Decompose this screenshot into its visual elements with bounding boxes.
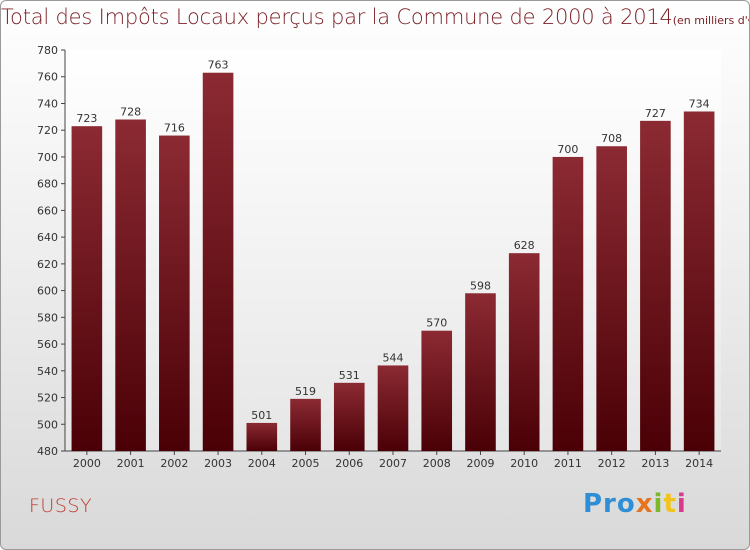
value-label-2009: 598 — [470, 279, 491, 292]
value-label-2003: 763 — [208, 59, 229, 72]
bar-2009 — [465, 293, 496, 451]
value-label-2000: 723 — [76, 112, 97, 125]
x-tick-label: 2006 — [335, 457, 363, 470]
value-label-2013: 727 — [645, 107, 666, 120]
bar-2001 — [115, 119, 146, 452]
bar-2011 — [552, 156, 584, 451]
x-tick-label: 2000 — [73, 457, 101, 470]
x-tick-label: 2005 — [292, 457, 320, 470]
bars-group: 723 728 716 763 501 519 531 544 570 598 628 700 708 7… — [71, 59, 715, 452]
y-tick-label: 580 — [37, 311, 58, 324]
value-label-2005: 519 — [295, 385, 316, 398]
value-label-2001: 728 — [120, 106, 141, 119]
value-label-2010: 628 — [514, 239, 535, 252]
y-tick-label: 760 — [37, 71, 58, 84]
y-tick-label: 780 — [37, 44, 58, 57]
title-main: Total des Impôts Locaux perçus par la Co… — [1, 5, 673, 29]
x-tick-label: 2014 — [685, 457, 713, 470]
logo-part-3: i — [653, 489, 664, 519]
bar-2014 — [683, 111, 715, 451]
bar-2003 — [202, 72, 234, 452]
x-tick-label: 2010 — [510, 457, 538, 470]
value-label-2002: 716 — [164, 122, 185, 135]
logo-part-4: t — [663, 489, 677, 519]
bar-2010 — [508, 253, 540, 451]
bar-2012 — [596, 146, 627, 452]
x-tick-label: 2013 — [641, 457, 669, 470]
y-tick-label: 700 — [37, 151, 58, 164]
value-label-2012: 708 — [601, 132, 622, 145]
bar-2006 — [333, 382, 365, 451]
bar-2000 — [71, 126, 103, 451]
chart-title: Total des Impôts Locaux perçus par la Co… — [1, 5, 749, 29]
y-axis-ticks: 480 500 520 540 560 580 600 620 640 660 680 700 720 7… — [37, 44, 65, 458]
value-label-2011: 700 — [557, 143, 578, 156]
value-label-2007: 544 — [383, 351, 404, 364]
y-tick-label: 500 — [37, 418, 58, 431]
y-tick-label: 600 — [37, 285, 58, 298]
y-tick-label: 660 — [37, 204, 58, 217]
logo-part-1: Pro — [583, 489, 636, 519]
x-axis-ticks: 2000 2001 2002 2003 2004 2005 2006 2007 2008 2009… — [73, 451, 713, 470]
y-tick-label: 520 — [37, 392, 58, 405]
x-tick-label: 2004 — [248, 457, 276, 470]
y-tick-label: 720 — [37, 124, 58, 137]
x-tick-label: 2003 — [204, 457, 232, 470]
logo-part-2: x — [635, 489, 654, 519]
bar-2008 — [421, 330, 453, 451]
value-label-2006: 531 — [339, 369, 360, 382]
y-tick-label: 680 — [37, 178, 58, 191]
x-tick-label: 2002 — [160, 457, 188, 470]
value-label-2008: 570 — [426, 317, 447, 330]
proxiti-logo: Proxiti — [583, 489, 687, 519]
bar-2013 — [640, 120, 671, 452]
y-tick-label: 740 — [37, 97, 58, 110]
bar-2002 — [159, 135, 190, 451]
x-tick-label: 2007 — [379, 457, 407, 470]
y-tick-label: 560 — [37, 338, 58, 351]
bar-2007 — [377, 365, 409, 451]
logo-part-5: i — [676, 489, 687, 519]
y-tick-label: 640 — [37, 231, 58, 244]
y-tick-label: 540 — [37, 365, 58, 378]
x-tick-label: 2001 — [117, 457, 145, 470]
bar-2005 — [290, 398, 321, 451]
x-tick-label: 2008 — [423, 457, 451, 470]
y-tick-label: 620 — [37, 258, 58, 271]
value-label-2014: 734 — [689, 97, 710, 110]
value-label-2004: 501 — [251, 409, 272, 422]
title-unit: (en milliers d'€) — [672, 14, 749, 27]
y-tick-label: 480 — [37, 445, 58, 458]
bar-2004 — [246, 422, 278, 451]
commune-name: FUSSY — [29, 495, 93, 517]
x-tick-label: 2012 — [598, 457, 626, 470]
x-tick-label: 2009 — [466, 457, 494, 470]
x-tick-label: 2011 — [554, 457, 582, 470]
